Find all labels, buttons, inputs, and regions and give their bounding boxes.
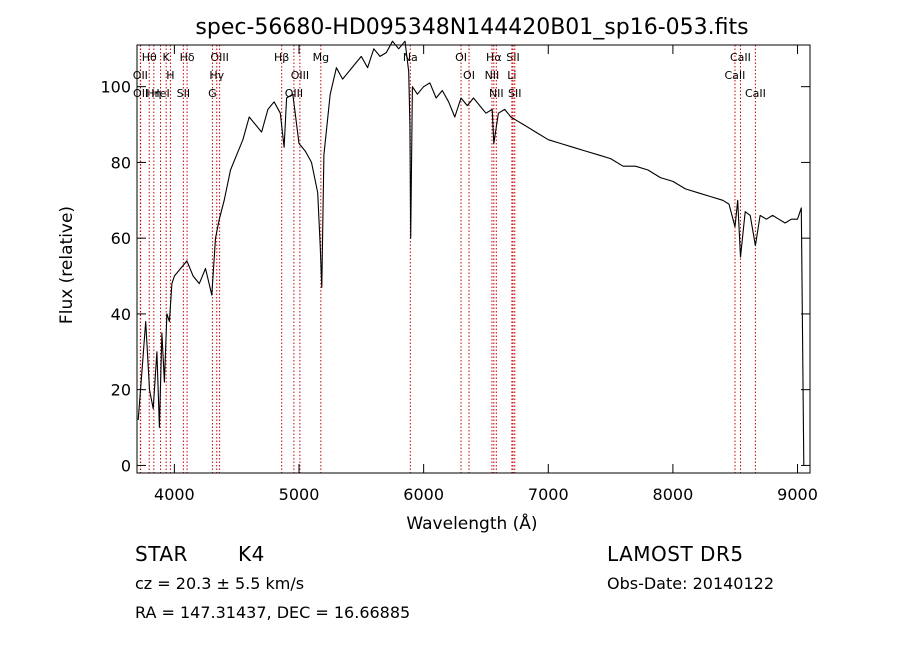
object-class: STAR [135,542,188,566]
redshift-readout: cz = 20.3 ± 5.5 km/s [135,574,305,593]
line-marker-label: OI [463,69,475,82]
line-marker-label: NII [489,87,504,100]
survey-label: LAMOST DR5 [607,542,744,566]
line-marker-label: OIII [291,69,309,82]
x-tick-label: 6000 [403,485,444,504]
y-axis-label: Flux (relative) [57,206,77,324]
line-marker-label: G [208,87,217,100]
line-marker-label: Hβ [274,51,289,64]
line-marker-label: SII [506,51,519,64]
line-marker-label: Hα [486,51,502,64]
line-marker-label: CaII [730,51,751,64]
line-marker-label: Hγ [209,69,224,82]
line-marker-label: SII [177,87,190,100]
line-marker-label: H [166,69,174,82]
y-tick-label: 60 [111,229,131,248]
x-tick-label: 8000 [653,485,694,504]
x-tick-label: 7000 [528,485,569,504]
plot-frame [136,44,811,474]
x-tick-label: 9000 [777,485,818,504]
line-marker-label: Hθ [142,51,157,64]
chart-title: spec-56680-HD095348N144420B01_sp16-053.f… [195,15,748,40]
object-subclass: K4 [238,542,265,566]
line-marker-label: K [163,51,171,64]
y-tick-label: 40 [111,305,131,324]
spectrum-line [137,40,805,466]
x-axis-label: Wavelength (Å) [406,512,537,534]
line-marker-label: Li [507,69,516,82]
y-axis: 0 20 40 60 80 100 [100,78,810,475]
line-marker-label: SII [508,87,521,100]
line-marker-label: Na [403,51,418,64]
line-marker-label: HeI [151,87,169,100]
x-tick-label: 5000 [279,485,320,504]
y-tick-label: 0 [121,456,131,475]
line-marker-label: Hδ [180,51,195,64]
coordinates-readout: RA = 147.31437, DEC = 16.66885 [135,603,411,622]
x-axis: 4000 5000 6000 7000 8000 9000 [154,45,818,504]
obs-date: Obs-Date: 20140122 [607,574,775,593]
x-tick-label: 4000 [154,485,195,504]
line-marker-label: OIII [210,51,228,64]
line-marker-label: Mg [313,51,329,64]
line-marker-label: NII [485,69,500,82]
line-marker-label: CaII [745,87,766,100]
y-tick-label: 100 [100,78,131,97]
y-tick-label: 80 [111,153,131,172]
line-marker-label: OI [455,51,467,64]
line-marker-label: Hη [146,87,161,100]
line-marker-label: CaII [725,69,746,82]
y-tick-label: 20 [111,381,131,400]
